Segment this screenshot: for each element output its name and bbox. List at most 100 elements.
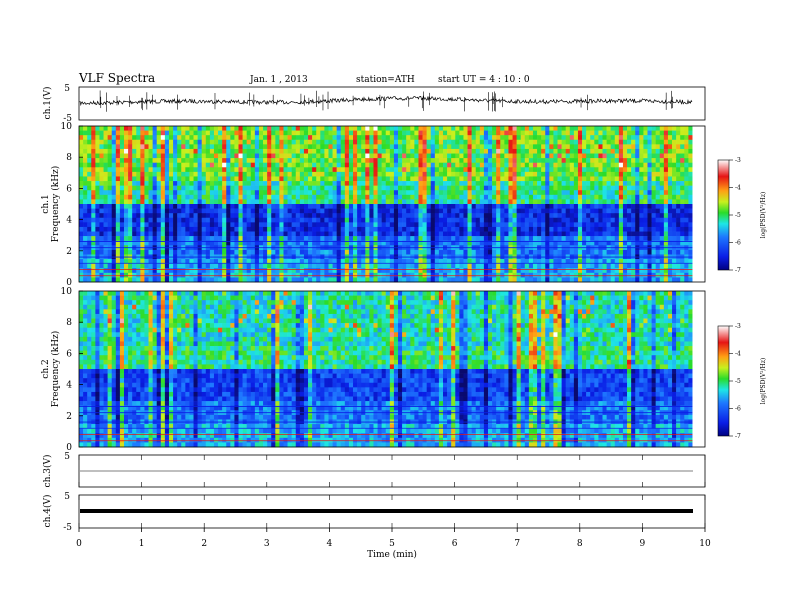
- spectrogram-cell: [553, 190, 558, 196]
- spectrogram-cell: [565, 217, 571, 223]
- spectrogram-cell: [532, 148, 538, 154]
- spectrogram-cell: [115, 231, 121, 237]
- spectrogram-cell: [173, 176, 178, 182]
- spectrogram-cell: [332, 268, 337, 274]
- spectrogram-cell: [99, 148, 104, 154]
- spectrogram-cell: [340, 158, 346, 164]
- spectrogram-cell: [164, 126, 170, 131]
- spectrogram-cell: [287, 185, 292, 191]
- spectrogram-cell: [565, 130, 571, 136]
- spectrogram-cell: [287, 153, 292, 159]
- spectrogram-cell: [532, 130, 538, 136]
- spectrogram-cell: [320, 222, 325, 228]
- spectrogram-cell: [83, 190, 88, 196]
- spectrogram-cell: [320, 249, 325, 255]
- spectrogram-cell: [295, 213, 301, 219]
- spectrogram-cell: [197, 236, 202, 242]
- spectrogram-cell: [557, 222, 562, 228]
- spectrogram-cell: [197, 162, 202, 168]
- spectrogram-cell: [663, 144, 669, 150]
- spectrogram-cell: [156, 162, 162, 168]
- spectrogram-cell: [569, 222, 575, 228]
- spectrogram-cell: [393, 204, 399, 209]
- spectrogram-cell: [565, 139, 571, 145]
- spectrogram-cell: [451, 199, 456, 205]
- spectrogram-cell: [492, 176, 497, 182]
- spectrogram-cell: [667, 185, 673, 191]
- spectrogram-cell: [639, 208, 644, 214]
- spectrogram-cell: [471, 226, 477, 232]
- spectrogram-cell: [639, 167, 644, 173]
- spectrogram-cell: [426, 240, 432, 246]
- spectrogram-cell: [541, 217, 546, 223]
- spectrogram-cell: [475, 222, 481, 228]
- spectrogram-cell: [83, 185, 88, 191]
- spectrogram-cell: [389, 139, 395, 145]
- spectrogram-cell: [479, 231, 485, 237]
- spectrogram-cell: [549, 153, 554, 159]
- spectrogram-cell: [451, 176, 456, 182]
- spectrogram-cell: [361, 213, 366, 219]
- spectrogram-cell: [610, 217, 616, 223]
- spectrogram-cell: [418, 204, 423, 209]
- spectrogram-cell: [557, 158, 562, 164]
- spectrogram-cell: [115, 249, 121, 255]
- spectrogram-cell: [586, 130, 591, 136]
- spectrogram-cell: [577, 208, 583, 214]
- spectrogram-cell: [258, 181, 264, 186]
- spectrogram-cell: [144, 190, 149, 196]
- spectrogram-cell: [639, 148, 644, 154]
- spectrogram-cell: [684, 226, 689, 232]
- spectrogram-cell: [336, 222, 342, 228]
- spectrogram-cell: [635, 240, 640, 246]
- spectrogram-cell: [287, 144, 292, 150]
- spectrogram-cell: [136, 217, 141, 223]
- spectrogram-cell: [197, 126, 202, 131]
- spectrogram-cell: [381, 249, 387, 255]
- spectrogram-cell: [684, 222, 689, 228]
- spectrogram-cell: [177, 176, 182, 182]
- spectrogram-cell: [164, 213, 170, 219]
- spectrogram-cell: [487, 139, 493, 145]
- spectrogram-cell: [406, 158, 411, 164]
- spectrogram-cell: [496, 126, 501, 131]
- spectrogram-cell: [299, 213, 305, 219]
- spectrogram-cell: [254, 153, 260, 159]
- spectrogram-cell: [201, 130, 207, 136]
- spectrogram-cell: [332, 263, 337, 269]
- spectrogram-cell: [189, 208, 194, 214]
- spectrogram-cell: [79, 167, 84, 173]
- spectrogram-cell: [381, 236, 387, 242]
- spectrogram-cell: [344, 144, 350, 150]
- spectrogram-cell: [398, 240, 403, 246]
- spectrogram-cell: [193, 222, 198, 228]
- spectrogram-cell: [541, 153, 546, 159]
- spectrogram-cell: [414, 167, 419, 173]
- spectrogram-cell: [279, 153, 284, 159]
- spectrogram-cell: [373, 217, 378, 223]
- spectrogram-cell: [275, 226, 280, 232]
- spectrogram-cell: [83, 144, 88, 150]
- spectrogram-cell: [438, 199, 444, 205]
- spectrogram-cell: [312, 240, 317, 246]
- spectrogram-cell: [618, 126, 624, 131]
- spectrogram-cell: [528, 130, 534, 136]
- spectrogram-cell: [402, 194, 407, 200]
- spectrogram-cell: [602, 249, 607, 255]
- spectrogram-cell: [222, 185, 227, 191]
- spectrogram-cell: [173, 208, 178, 214]
- spectrogram-cell: [369, 240, 374, 246]
- spectrogram-cell: [655, 171, 661, 177]
- spectrogram-cell: [324, 167, 329, 173]
- spectrogram-cell: [148, 231, 153, 237]
- spectrogram-cell: [295, 194, 301, 200]
- spectrogram-cell: [569, 167, 575, 173]
- spectrogram-cell: [226, 199, 231, 205]
- spectrogram-cell: [308, 231, 313, 237]
- spectrogram-cell: [610, 153, 616, 159]
- spectrogram-cell: [79, 199, 84, 205]
- spectrogram-cell: [467, 162, 472, 168]
- spectrogram-cell: [594, 236, 599, 242]
- spectrogram-cell: [79, 139, 84, 145]
- spectrogram-cell: [136, 171, 141, 177]
